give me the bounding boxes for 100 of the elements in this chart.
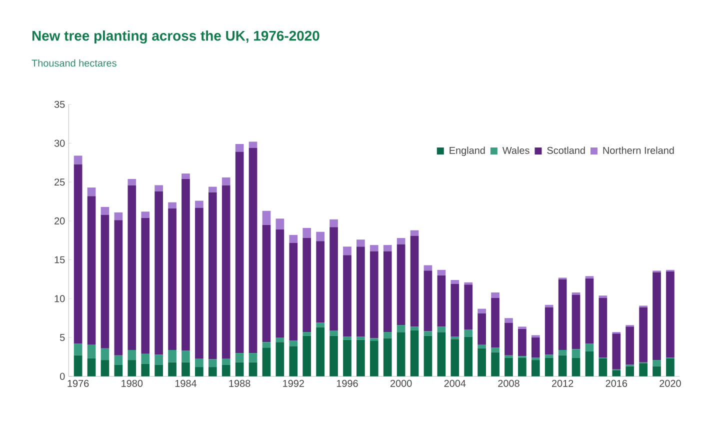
bar: [100, 214, 110, 348]
bar: [437, 332, 446, 376]
bar: [410, 236, 419, 327]
bar: [478, 308, 486, 314]
bar: [343, 255, 352, 337]
bar: [396, 325, 406, 332]
x-tick-label: 1980: [122, 380, 143, 387]
bar: [128, 350, 136, 360]
bar: [383, 338, 392, 376]
bar: [437, 275, 446, 327]
bar: [276, 229, 284, 338]
y-tick-label: 25: [54, 178, 65, 186]
x-tick-label: 2004: [444, 380, 466, 387]
bar: [235, 353, 244, 362]
legend-label: England: [450, 146, 485, 156]
bar: [626, 326, 634, 365]
bar: [370, 251, 378, 338]
bar: [464, 336, 473, 376]
bar: [222, 177, 230, 186]
bar: [208, 367, 217, 376]
bar: [504, 358, 513, 376]
bar: [424, 265, 432, 271]
bar: [383, 332, 392, 338]
bar: [410, 330, 419, 376]
bar: [572, 294, 580, 350]
bar: [114, 364, 123, 376]
bar: [666, 358, 674, 376]
bar: [222, 364, 230, 376]
bar: [639, 307, 648, 362]
bar: [396, 238, 406, 244]
bar: [544, 307, 554, 355]
x-tick-label: 1988: [229, 380, 250, 387]
bar: [437, 326, 446, 332]
bar: [585, 352, 594, 376]
bar: [276, 342, 284, 376]
bar: [141, 212, 150, 218]
bar: [464, 284, 473, 330]
bar: [356, 246, 365, 337]
bar: [491, 348, 500, 352]
bar: [195, 208, 204, 358]
bar: [302, 336, 312, 376]
bar: [276, 338, 284, 342]
bar: [248, 362, 258, 376]
bar: [370, 340, 378, 376]
legend-label: Northern Ireland: [603, 146, 674, 154]
bar: [262, 348, 271, 376]
legend-label: Scotland: [547, 146, 585, 154]
bar: [289, 340, 298, 346]
bar: [182, 174, 190, 179]
bar: [87, 188, 96, 196]
bar: [141, 354, 150, 364]
bar: [572, 292, 580, 295]
y-tick-label: 20: [54, 217, 65, 224]
bar: [316, 327, 324, 376]
bar: [302, 238, 312, 332]
bar: [450, 284, 460, 337]
bar: [504, 322, 513, 356]
bar: [383, 251, 392, 332]
bar: [491, 352, 500, 376]
bar: [518, 328, 526, 356]
bar: [262, 342, 271, 348]
bar: [558, 350, 567, 356]
chart-subtitle: Thousand hectares: [32, 59, 116, 67]
bar: [208, 359, 217, 368]
bar: [478, 344, 486, 348]
bar: [248, 148, 258, 354]
x-tick-label: 1996: [336, 380, 358, 387]
bar: [195, 200, 204, 208]
bar: [100, 206, 110, 215]
bar: [356, 340, 365, 376]
bar: [424, 270, 432, 332]
bar: [572, 349, 580, 358]
bar: [504, 318, 513, 323]
bar: [208, 192, 217, 360]
bar: [478, 348, 486, 376]
bar: [154, 364, 163, 376]
bar: [168, 202, 176, 209]
bar: [410, 326, 419, 331]
bar: [316, 322, 324, 328]
bar: [343, 336, 352, 340]
bar: [370, 245, 378, 252]
bar: [330, 219, 338, 228]
bar: [74, 355, 82, 376]
bar: [100, 348, 110, 360]
x-tick-label: 1976: [68, 380, 89, 387]
bar: [222, 185, 230, 358]
bar: [585, 344, 594, 352]
bar: [74, 156, 82, 164]
bar: [182, 350, 190, 362]
bar: [235, 144, 244, 152]
bar: [396, 332, 406, 376]
bar: [491, 292, 500, 298]
x-tick-label: 2012: [552, 380, 574, 387]
bar: [114, 220, 123, 356]
bar: [195, 367, 204, 376]
bar: [639, 363, 648, 376]
bar: [450, 339, 460, 376]
bar: [114, 212, 123, 220]
bar: [128, 185, 136, 350]
bar: [544, 354, 554, 358]
